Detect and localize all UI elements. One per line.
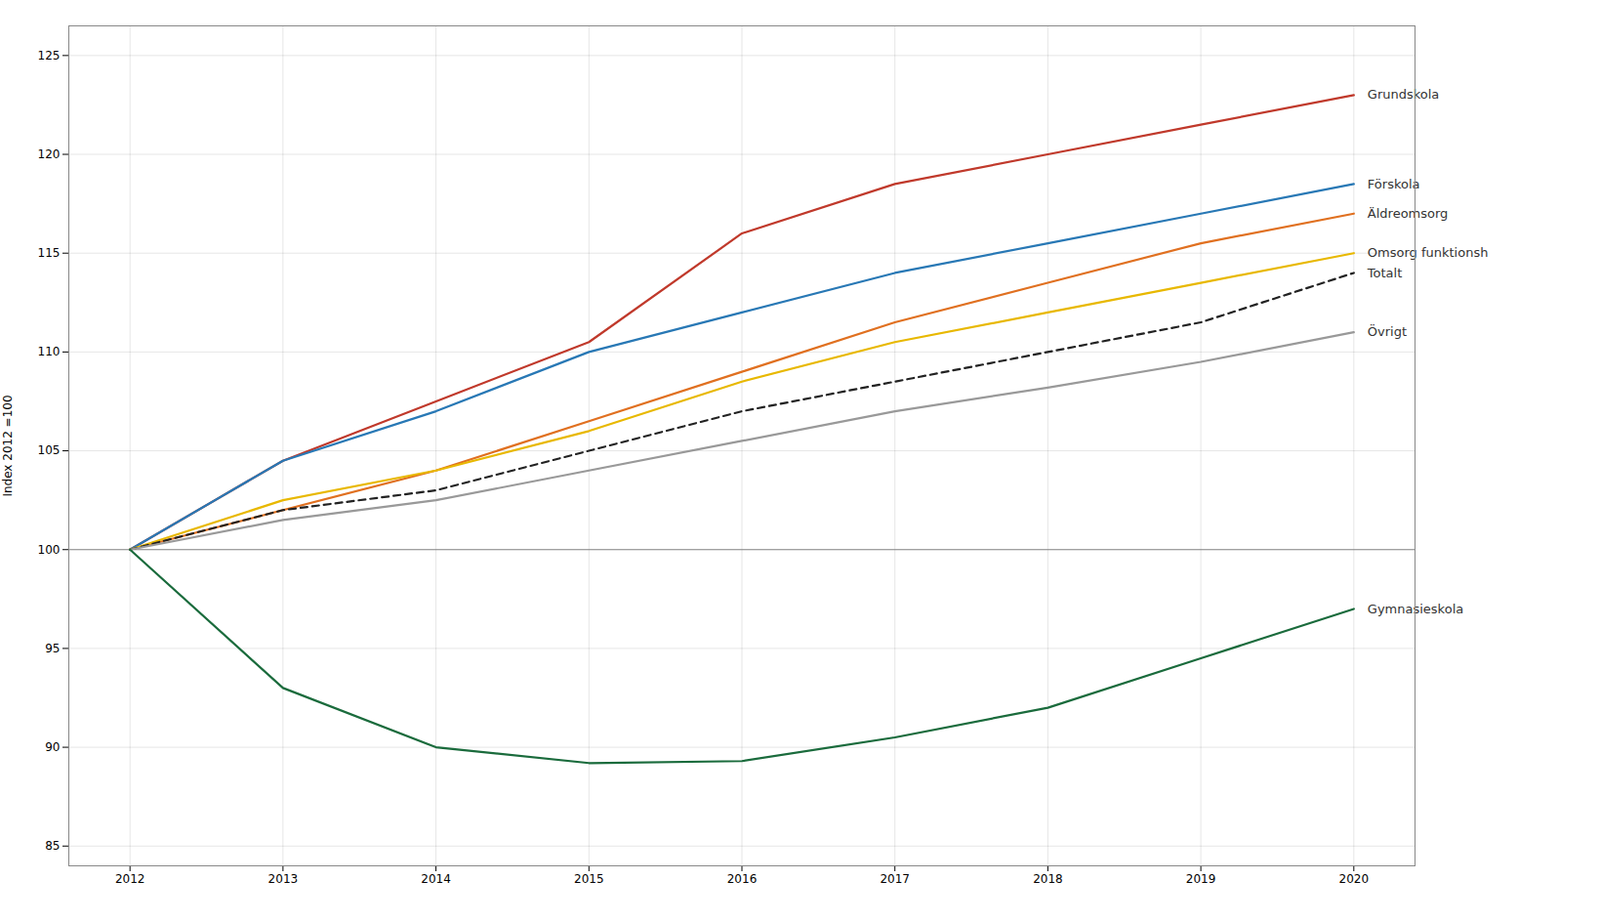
svg-text:2020: 2020 [1339, 871, 1370, 886]
svg-text:100: 100 [38, 542, 61, 557]
svg-text:2014: 2014 [420, 871, 452, 886]
svg-text:2016: 2016 [727, 871, 758, 886]
svg-text:2019: 2019 [1186, 871, 1217, 886]
svg-text:Omsorg funktionsh: Omsorg funktionsh [1367, 245, 1489, 260]
svg-text:Index 2012 =100: Index 2012 =100 [0, 394, 15, 496]
svg-text:85: 85 [44, 838, 60, 853]
svg-text:2012: 2012 [115, 871, 146, 886]
svg-text:125: 125 [38, 48, 61, 63]
svg-text:Grundskola: Grundskola [1367, 86, 1440, 102]
svg-text:2017: 2017 [879, 871, 910, 886]
svg-text:Övrigt: Övrigt [1367, 323, 1407, 339]
svg-text:115: 115 [38, 246, 61, 260]
svg-text:Totalt: Totalt [1366, 265, 1402, 281]
svg-text:90: 90 [44, 739, 60, 754]
svg-text:2015: 2015 [574, 871, 605, 886]
svg-text:Gymnasieskola: Gymnasieskola [1367, 601, 1464, 616]
svg-text:2018: 2018 [1032, 871, 1064, 886]
svg-text:2013: 2013 [268, 871, 299, 886]
svg-text:Förskola: Förskola [1367, 176, 1421, 192]
svg-text:95: 95 [44, 641, 60, 656]
svg-text:110: 110 [38, 344, 61, 359]
svg-text:120: 120 [38, 147, 61, 162]
svg-text:Äldreomsorg: Äldreomsorg [1367, 205, 1449, 221]
svg-text:105: 105 [38, 443, 61, 457]
